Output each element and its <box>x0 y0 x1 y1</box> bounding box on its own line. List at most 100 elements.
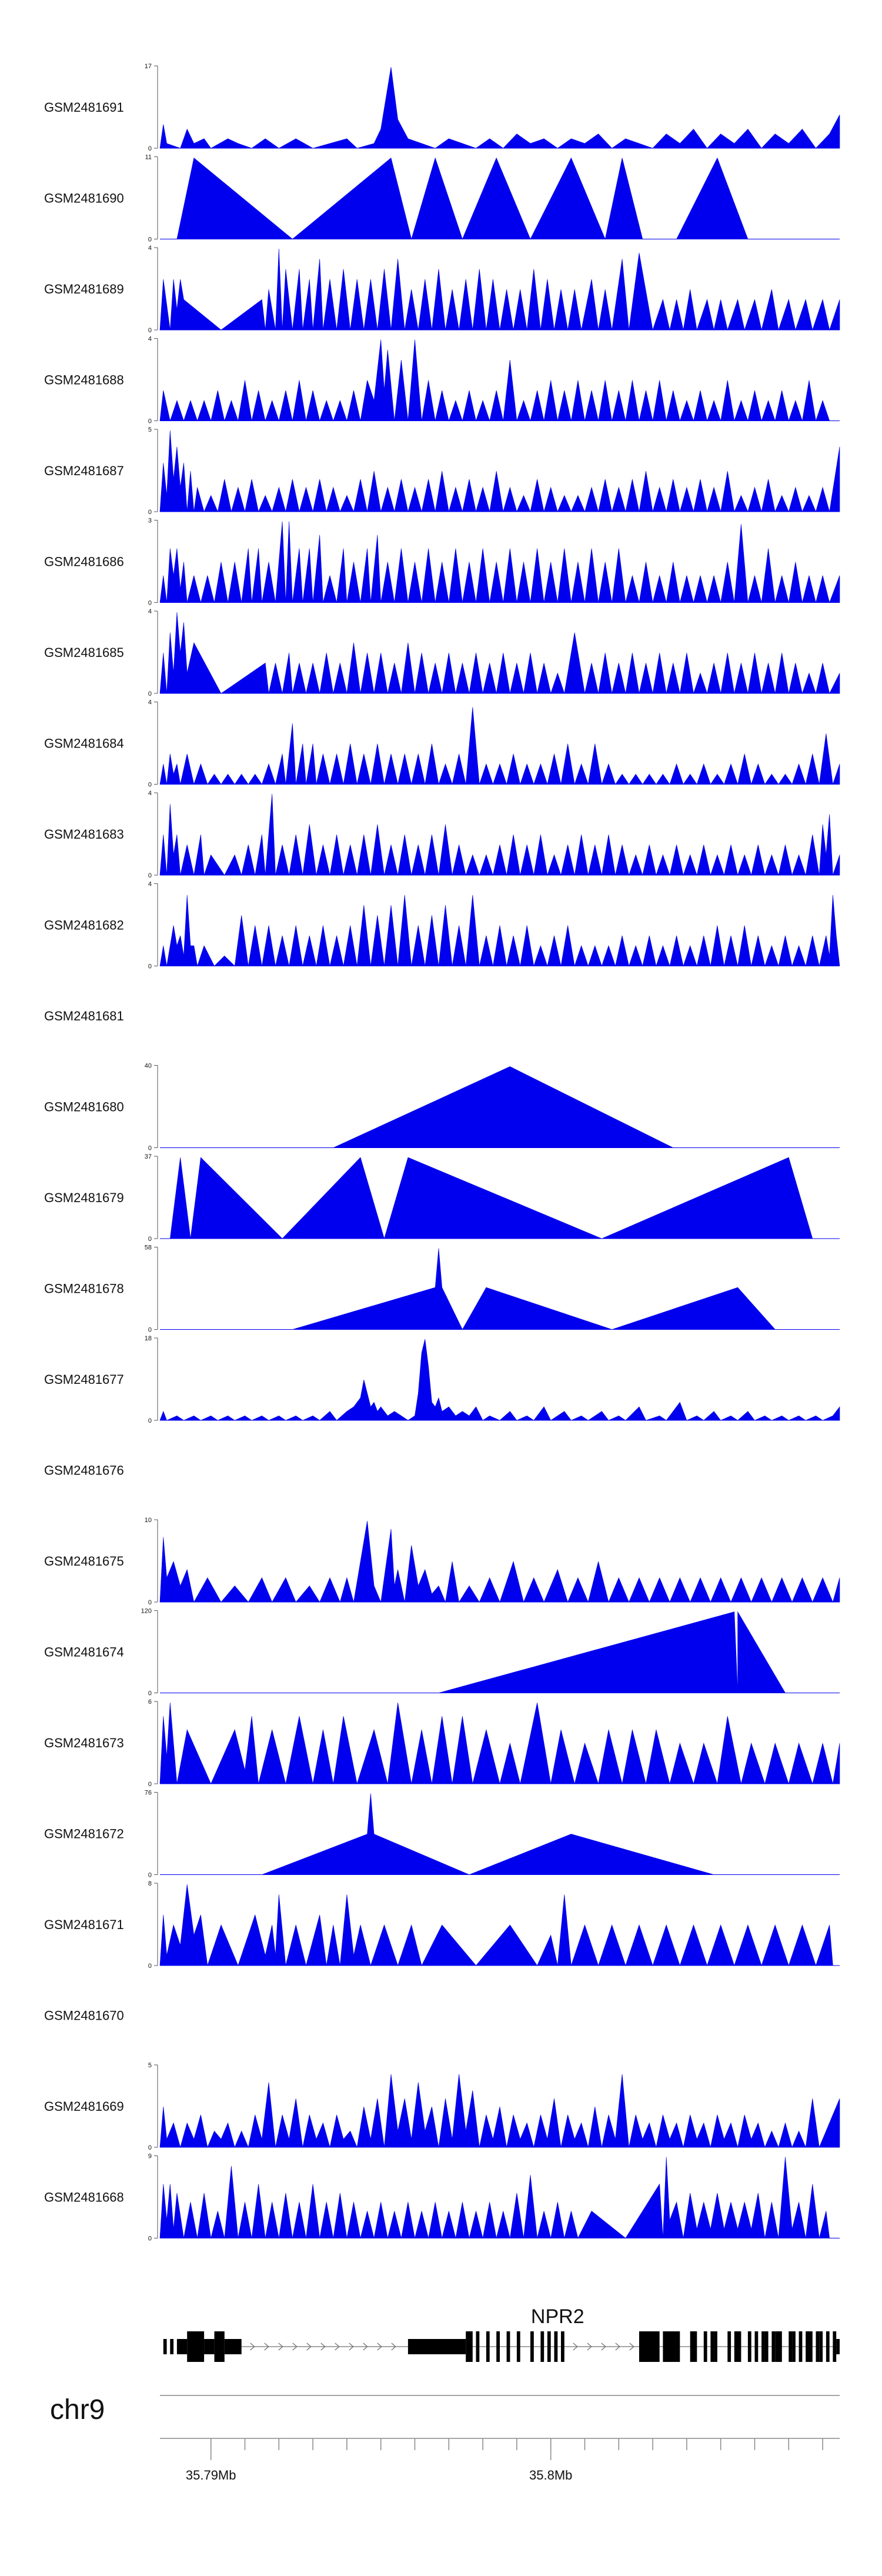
exon-block <box>761 2331 765 2362</box>
strand-chevron <box>629 2343 634 2351</box>
strand-chevron <box>264 2343 269 2351</box>
track-GSM2481670: GSM2481670 <box>44 2008 124 2023</box>
y-max-label: 40 <box>145 1063 152 1070</box>
coverage-area <box>169 1157 813 1240</box>
y-min-label: 0 <box>148 2144 152 2151</box>
exon-block <box>516 2331 520 2362</box>
track-GSM2481672: GSM2481672 76 0 <box>44 1790 840 1879</box>
exon-block <box>690 2331 697 2362</box>
track-label: GSM2481677 <box>44 1372 124 1387</box>
track-GSM2481688: GSM2481688 4 0 <box>44 336 840 425</box>
exon-block <box>663 2331 670 2362</box>
track-label: GSM2481680 <box>44 1100 124 1115</box>
strand-chevron <box>335 2343 340 2351</box>
coverage-area <box>159 2157 830 2239</box>
track-label: GSM2481691 <box>44 100 124 115</box>
y-max-label: 17 <box>145 63 152 70</box>
track-label: GSM2481686 <box>44 555 124 569</box>
exon-block <box>799 2331 803 2362</box>
exon-block <box>826 2331 830 2362</box>
exon-block <box>540 2331 544 2362</box>
exon-block <box>547 2331 551 2362</box>
y-min-label: 0 <box>148 1327 152 1334</box>
coverage-area <box>159 707 840 785</box>
track-GSM2481677: GSM2481677 18 0 <box>44 1335 840 1424</box>
coverage-area <box>159 895 840 967</box>
track-GSM2481682: GSM2481682 4 0 <box>44 881 840 970</box>
track-GSM2481686: GSM2481686 3 0 <box>44 518 840 607</box>
exon-block <box>710 2331 714 2362</box>
track-label: GSM2481671 <box>44 1917 124 1932</box>
strand-chevron <box>306 2343 312 2351</box>
exon-block <box>187 2331 205 2362</box>
exon-block <box>754 2331 759 2362</box>
y-max-label: 3 <box>148 518 152 525</box>
exon-block <box>819 2331 823 2362</box>
y-min-label: 0 <box>148 509 152 516</box>
track-label: GSM2481668 <box>44 2190 124 2205</box>
exon-block <box>530 2331 534 2362</box>
y-min-label: 0 <box>148 600 152 607</box>
track-label: GSM2481683 <box>44 827 124 842</box>
y-min-label: 0 <box>148 145 152 152</box>
coverage-area <box>159 1702 840 1785</box>
track-GSM2481678: GSM2481678 58 0 <box>44 1244 840 1334</box>
chromosome-label: chr9 <box>50 2394 105 2425</box>
coverage-area <box>176 157 749 240</box>
strand-chevron <box>391 2343 396 2351</box>
y-min-label: 0 <box>148 327 152 334</box>
track-GSM2481681: GSM2481681 <box>44 1009 124 1023</box>
gene-model-track: NPR2 <box>163 2305 840 2362</box>
y-min-label: 0 <box>148 1417 152 1424</box>
exon-block <box>714 2331 717 2362</box>
y-min-label: 0 <box>148 1781 152 1788</box>
track-GSM2481684: GSM2481684 4 0 <box>44 699 840 789</box>
exon-block <box>764 2331 769 2362</box>
exon-block <box>466 2331 473 2362</box>
track-label: GSM2481673 <box>44 1736 124 1750</box>
y-min-label: 0 <box>148 418 152 425</box>
exon-block <box>224 2339 242 2354</box>
exon-block <box>486 2331 490 2362</box>
strand-chevron <box>349 2343 354 2351</box>
y-max-label: 120 <box>141 1608 152 1615</box>
coverage-area <box>159 1339 840 1421</box>
coverage-area <box>262 1793 714 1875</box>
y-max-label: 4 <box>148 608 152 615</box>
track-GSM2481685: GSM2481685 4 0 <box>44 608 840 698</box>
exon-block <box>703 2331 707 2362</box>
track-GSM2481673: GSM2481673 6 0 <box>44 1699 840 1788</box>
track-GSM2481679: GSM2481679 37 0 <box>44 1153 840 1243</box>
exon-block <box>734 2331 741 2362</box>
track-label: GSM2481674 <box>44 1645 124 1660</box>
exon-block <box>554 2331 558 2362</box>
coverage-area <box>159 521 840 603</box>
exon-block <box>836 2339 840 2354</box>
strand-chevron <box>615 2343 620 2351</box>
exon-block <box>163 2339 167 2354</box>
track-GSM2481669: GSM2481669 5 0 <box>44 2062 840 2151</box>
track-GSM2481689: GSM2481689 4 0 <box>44 245 840 334</box>
y-max-label: 6 <box>148 1699 152 1706</box>
track-label: GSM2481689 <box>44 282 124 296</box>
track-label: GSM2481681 <box>44 1009 124 1023</box>
y-min-label: 0 <box>148 2235 152 2243</box>
coverage-area <box>159 430 840 513</box>
track-label: GSM2481669 <box>44 2099 124 2114</box>
exon-block <box>775 2331 779 2362</box>
exon-block <box>833 2331 837 2362</box>
axis-position-label: 35.79Mb <box>186 2468 236 2482</box>
strand-chevron <box>363 2343 368 2351</box>
y-max-label: 4 <box>148 881 152 888</box>
coverage-tracks: GSM2481691170GSM2481690110GSM248168940GS… <box>44 63 840 2243</box>
track-label: GSM2481678 <box>44 1282 124 1296</box>
track-label: GSM2481684 <box>44 736 124 751</box>
strand-chevron <box>601 2343 606 2351</box>
exon-block <box>496 2331 500 2362</box>
exon-block <box>816 2331 820 2362</box>
exon-block <box>506 2331 510 2362</box>
track-label: GSM2481688 <box>44 373 124 388</box>
track-GSM2481668: GSM2481668 9 0 <box>44 2153 840 2243</box>
y-max-label: 18 <box>145 1335 152 1342</box>
